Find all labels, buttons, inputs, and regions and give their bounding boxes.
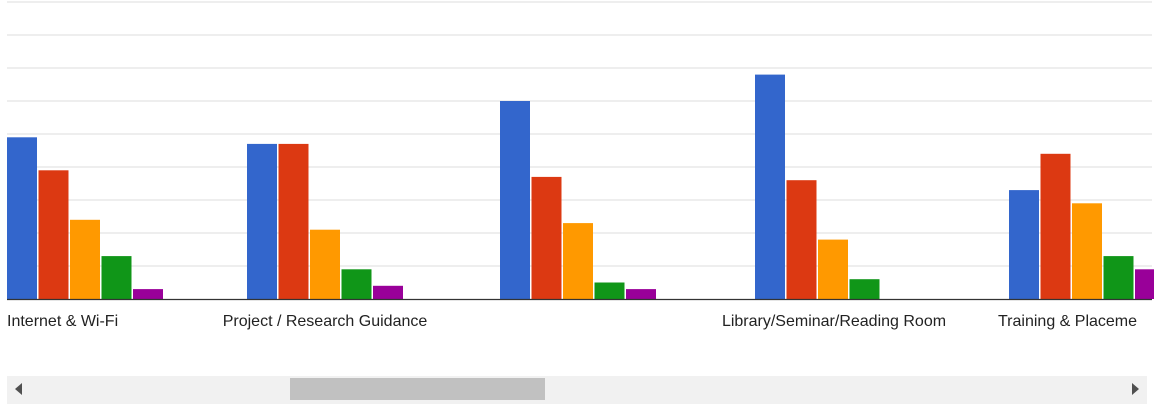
- bar-3-series-4[interactable]: [594, 282, 625, 300]
- bar-4-series-3[interactable]: [818, 239, 848, 299]
- left-clip-mask: [0, 0, 7, 340]
- horizontal-scrollbar[interactable]: [7, 376, 1147, 404]
- scrollbar-thumb[interactable]: [290, 378, 545, 400]
- bar-3-series-1[interactable]: [500, 101, 530, 299]
- bar-1-series-1[interactable]: [7, 137, 37, 299]
- category-label: Project / Research Guidance: [223, 313, 428, 330]
- bar-3-series-5[interactable]: [626, 289, 656, 299]
- bar-1-series-2[interactable]: [38, 170, 69, 299]
- bar-chart: Internet & Wi-Fi Project / Research Guida…: [0, 0, 1154, 340]
- bar-1-series-3[interactable]: [70, 219, 100, 299]
- bar-5-series-2[interactable]: [1040, 153, 1071, 299]
- category-label: Library/Seminar/Reading Room: [722, 313, 946, 330]
- category-label: Training & Placeme: [998, 313, 1137, 330]
- bar-2-series-1[interactable]: [247, 143, 277, 299]
- chart-area: Internet & Wi-Fi Project / Research Guida…: [0, 0, 1154, 340]
- bar-4-series-2[interactable]: [786, 180, 817, 299]
- bar-5-series-4[interactable]: [1103, 256, 1134, 299]
- scroll-right-arrow-icon[interactable]: [1132, 383, 1139, 395]
- bar-2-series-4[interactable]: [341, 269, 372, 299]
- category-label: Internet & Wi-Fi: [7, 313, 118, 330]
- bar-2-series-2[interactable]: [278, 143, 309, 299]
- bar-3-series-2[interactable]: [531, 176, 562, 299]
- bar-3-series-3[interactable]: [563, 223, 593, 299]
- bar-2-series-3[interactable]: [310, 229, 340, 299]
- bar-5-series-5[interactable]: [1135, 269, 1154, 299]
- bar-1-series-4[interactable]: [101, 256, 132, 299]
- bar-1-series-5[interactable]: [133, 289, 163, 299]
- bar-4-series-4[interactable]: [849, 279, 880, 299]
- bar-2-series-5[interactable]: [373, 285, 403, 299]
- bar-5-series-3[interactable]: [1072, 203, 1102, 299]
- bar-5-series-1[interactable]: [1009, 190, 1039, 299]
- scroll-left-arrow-icon[interactable]: [15, 383, 22, 395]
- bar-4-series-1[interactable]: [755, 74, 785, 299]
